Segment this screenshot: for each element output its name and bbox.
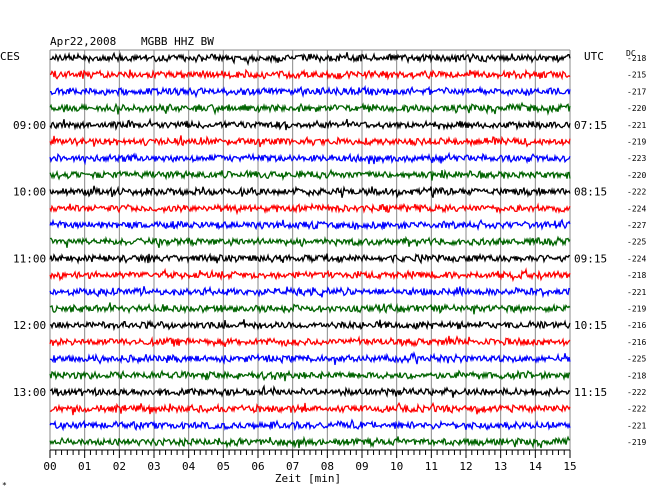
x-tick-label: 04 — [182, 460, 196, 473]
dc-offset-label: -225 — [627, 238, 646, 247]
trace-line-3 — [49, 101, 571, 116]
x-tick-label: 14 — [529, 460, 543, 473]
x-tick-label: 12 — [459, 460, 472, 473]
left-time-labels: 09:00 10:00 11:00 12:00 13:00 — [13, 119, 46, 399]
trace-line-7 — [49, 168, 571, 182]
trace-line-1 — [49, 68, 571, 81]
dc-offset-label: -215 — [627, 71, 646, 80]
right-time-label: 08:15 — [574, 186, 607, 199]
left-time-label: 09:00 — [13, 119, 46, 132]
trace-line-8 — [49, 185, 571, 199]
right-time-label: 11:15 — [574, 386, 607, 399]
dc-offset-label: -220 — [627, 171, 646, 180]
dc-offset-label: -217 — [627, 87, 646, 96]
x-tick-label: 08 — [321, 460, 334, 473]
x-tick-label: 03 — [147, 460, 160, 473]
right-time-labels: 07:15 08:15 09:15 10:15 11:15 — [574, 119, 607, 399]
x-tick-label: 15 — [563, 460, 576, 473]
right-time-label: 10:15 — [574, 319, 607, 332]
right-timezone-label: UTC — [584, 50, 604, 63]
dc-header-label: DC — [626, 49, 636, 58]
trace-line-14 — [49, 285, 571, 299]
minute-gridlines — [49, 49, 571, 450]
trace-line-11 — [49, 235, 571, 248]
x-tick-label: 01 — [78, 460, 91, 473]
trace-line-2 — [50, 84, 571, 99]
trace-line-17 — [49, 335, 571, 348]
seismic-traces — [49, 51, 571, 449]
dc-offset-label: -216 — [627, 321, 646, 330]
dc-offset-label: -222 — [627, 405, 646, 414]
x-tick-label: 13 — [494, 460, 507, 473]
chart-date: Apr22,2008 — [50, 35, 116, 48]
dc-offset-label: -224 — [627, 204, 646, 213]
trace-line-5 — [49, 135, 571, 148]
dc-offset-label: -220 — [627, 104, 646, 113]
trace-line-6 — [49, 151, 571, 166]
dc-offset-label: -218 — [627, 271, 646, 280]
x-tick-label: 11 — [425, 460, 438, 473]
x-tick-label: 10 — [390, 460, 403, 473]
x-tick-label: 09 — [355, 460, 368, 473]
trace-line-16 — [49, 319, 571, 332]
trace-line-9 — [49, 202, 571, 216]
x-tick-label: 02 — [113, 460, 126, 473]
x-tick-label: 06 — [251, 460, 264, 473]
right-time-label: 07:15 — [574, 119, 607, 132]
right-time-label: 09:15 — [574, 252, 607, 265]
left-time-label: 11:00 — [13, 252, 46, 265]
trace-line-18 — [49, 351, 571, 366]
left-timezone-label: CES — [0, 50, 20, 63]
dc-offset-label: -222 — [627, 388, 646, 397]
trace-line-22 — [49, 418, 571, 432]
chart-station: MGBB HHZ BW — [141, 35, 214, 48]
trace-line-13 — [49, 267, 571, 283]
trace-line-21 — [49, 401, 571, 416]
trace-line-4 — [49, 117, 571, 131]
x-axis: 00 01 02 03 04 05 06 07 08 09 10 11 12 13 14 15 — [43, 449, 577, 473]
x-tick-label: 07 — [286, 460, 299, 473]
trace-line-12 — [49, 252, 571, 265]
dc-offset-label: -221 — [627, 421, 646, 430]
dc-offset-label: -223 — [627, 154, 646, 163]
left-time-label: 13:00 — [13, 386, 46, 399]
left-time-label: 12:00 — [13, 319, 46, 332]
dc-offset-label: -216 — [627, 338, 646, 347]
dc-offset-label: -225 — [627, 355, 646, 364]
trace-line-20 — [50, 384, 571, 398]
dc-offset-label: -227 — [627, 221, 646, 230]
dc-offset-label: -221 — [627, 288, 646, 297]
dc-offset-label: -218 — [627, 371, 646, 380]
trace-line-19 — [49, 369, 571, 382]
left-time-label: 10:00 — [13, 186, 46, 199]
dc-offset-label: -219 — [627, 305, 646, 314]
x-axis-label: Zeit [min] — [275, 472, 341, 485]
trace-line-0 — [49, 51, 571, 67]
x-tick-label: 00 — [43, 460, 56, 473]
dc-offset-label: -219 — [627, 438, 646, 447]
dc-offset-label: -219 — [627, 138, 646, 147]
trace-line-15 — [49, 302, 571, 315]
dc-offset-label: -221 — [627, 121, 646, 130]
dc-offset-label: -224 — [627, 254, 646, 263]
dc-offset-labels: -218 -215 -217 -220 -221 -219 -223 -220 -222 -224… — [627, 54, 646, 447]
x-tick-label: 05 — [217, 460, 230, 473]
trace-line-23 — [49, 435, 571, 449]
corner-mark: * — [2, 481, 7, 490]
trace-line-10 — [49, 218, 571, 232]
dc-offset-label: -222 — [627, 188, 646, 197]
dc-offset-label: -218 — [627, 54, 646, 63]
